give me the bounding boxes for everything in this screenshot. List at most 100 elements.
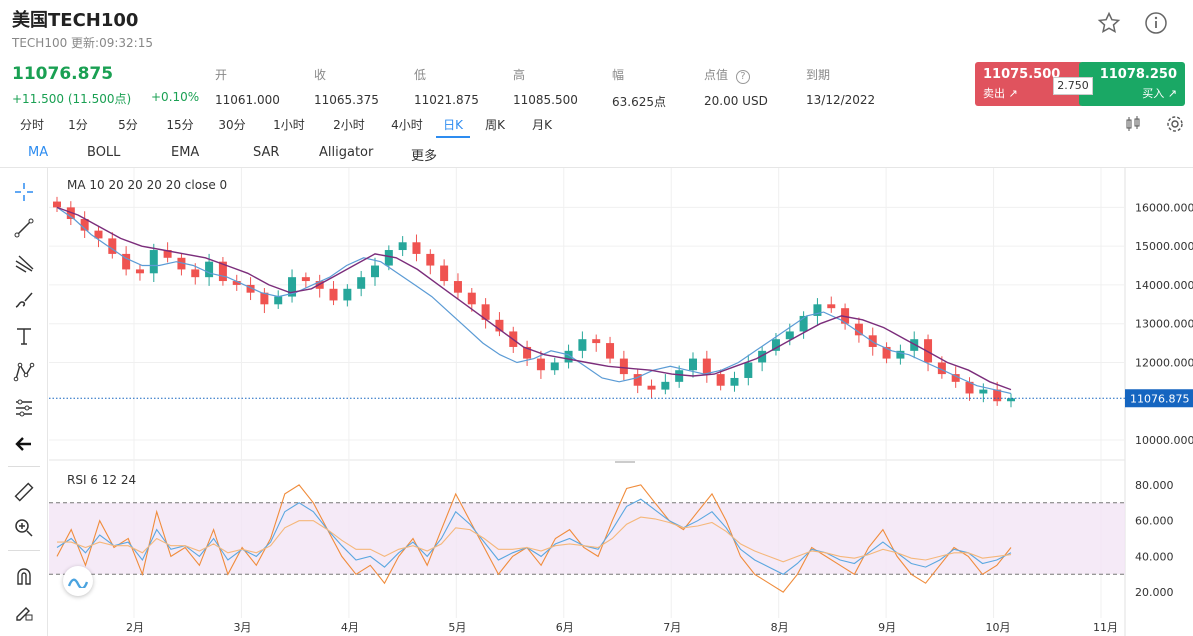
x-tick-label: 5月	[448, 621, 466, 634]
candle-body	[730, 377, 739, 386]
candle-body	[993, 389, 1002, 402]
help-icon[interactable]: ?	[735, 70, 750, 84]
ind-sar[interactable]: SAR	[253, 145, 280, 160]
rsi-tick-label: 80.000	[1135, 479, 1174, 492]
rsi-line-24	[57, 516, 1012, 563]
candle-body	[564, 350, 573, 363]
candle-body	[689, 358, 697, 371]
price-change: +11.500 (11.500点)	[12, 92, 132, 106]
brush-icon[interactable]	[10, 286, 38, 314]
stat-low: 低 11021.875	[414, 68, 479, 107]
rsi-tick-label: 40.000	[1135, 550, 1174, 563]
tf-4h[interactable]: 4小时	[391, 118, 423, 132]
candle-body	[205, 261, 214, 278]
candle-body	[965, 381, 974, 394]
sell-button[interactable]: 11075.500 卖出 ↗	[975, 62, 1083, 106]
magnet-icon[interactable]	[10, 562, 38, 590]
ind-boll[interactable]: BOLL	[87, 145, 121, 160]
candle-body	[218, 261, 227, 282]
y-tick-label: 13000.000	[1135, 318, 1193, 331]
candle-body	[301, 277, 310, 282]
tf-1w[interactable]: 周K	[485, 118, 505, 132]
trend-line-icon[interactable]	[10, 214, 38, 242]
candle-body	[896, 350, 905, 359]
candle-body	[744, 362, 753, 378]
ma-fast-line	[56, 206, 1012, 395]
candle-body	[550, 362, 559, 371]
crosshair-icon[interactable]	[10, 178, 38, 206]
tf-1m[interactable]: 1分	[68, 118, 88, 132]
star-icon[interactable]	[1096, 10, 1122, 36]
stat-close: 收 11065.375	[314, 68, 379, 107]
rsi-panel	[49, 461, 1125, 593]
fib-icon[interactable]	[10, 250, 38, 278]
y-tick-label: 14000.000	[1135, 279, 1193, 292]
text-icon[interactable]	[10, 322, 38, 350]
candle-body	[246, 284, 255, 293]
candle-body	[149, 250, 158, 274]
candle-body	[329, 288, 338, 301]
candle-body	[177, 257, 186, 270]
ruler-icon[interactable]	[10, 478, 38, 506]
x-tick-label: 8月	[771, 621, 789, 634]
tf-5m[interactable]: 5分	[118, 118, 138, 132]
rsi-line-12	[56, 498, 1012, 575]
buy-button[interactable]: 11078.250 买入 ↗	[1079, 62, 1185, 106]
indicator-bar: MA BOLL EMA SAR Alligator 更多	[12, 145, 437, 164]
current-price: 11076.875	[12, 64, 114, 84]
back-arrow-icon[interactable]	[10, 430, 38, 458]
measure-icon[interactable]	[10, 394, 38, 422]
candle-body	[799, 315, 808, 332]
settings-gear-icon[interactable]	[1162, 111, 1188, 137]
candle-body	[163, 250, 172, 258]
tf-1d[interactable]: 日K	[436, 116, 470, 138]
candle-body	[675, 370, 684, 382]
main-legend: MA 10 20 20 20 20 close 0	[67, 178, 228, 192]
zoom-icon[interactable]	[10, 514, 38, 542]
candle-body	[716, 374, 725, 386]
price-axis: 16000.000 15000.000 14000.000 13000.000 1200…	[1125, 201, 1193, 599]
x-tick-label: 6月	[556, 621, 574, 634]
tf-30m[interactable]: 30分	[218, 118, 246, 132]
candle-body	[619, 358, 628, 375]
ind-ma[interactable]: MA	[28, 145, 49, 160]
toolbar-divider	[8, 466, 40, 467]
candle-body	[481, 304, 490, 320]
ind-ema[interactable]: EMA	[171, 145, 200, 160]
tf-1mo[interactable]: 月K	[532, 118, 552, 132]
ind-alligator[interactable]: Alligator	[319, 145, 374, 160]
y-tick-label: 16000.000	[1135, 201, 1193, 214]
candle-body	[398, 242, 407, 251]
lock-draw-icon[interactable]	[10, 598, 38, 626]
candle-body	[578, 339, 587, 351]
brand-logo-icon[interactable]	[63, 566, 93, 596]
update-time: TECH100 更新:09:32:15	[12, 36, 153, 50]
candle-body	[232, 281, 241, 285]
info-icon[interactable]	[1143, 10, 1169, 36]
x-tick-label: 10月	[986, 621, 1011, 634]
drawing-toolbar	[0, 168, 48, 636]
candle-body	[924, 339, 933, 363]
tf-1h[interactable]: 1小时	[273, 118, 305, 132]
candle-body	[882, 346, 891, 359]
x-tick-label: 9月	[878, 621, 896, 634]
y-tick-label: 12000.000	[1135, 356, 1193, 369]
x-tick-label: 7月	[663, 621, 681, 634]
ind-more[interactable]: 更多	[411, 149, 438, 164]
candle-body	[785, 331, 794, 340]
candle-body	[647, 385, 656, 390]
time-axis: 2月 3月 4月 5月 6月 7月 8月 9月 10月 11月	[126, 621, 1118, 634]
pattern-icon[interactable]	[10, 358, 38, 386]
candle-body	[53, 201, 61, 208]
candle-body	[467, 292, 476, 305]
tf-2h[interactable]: 2小时	[333, 118, 365, 132]
candle-body	[633, 374, 642, 386]
price-chart[interactable]: 16000.000 15000.000 14000.000 13000.000 1200…	[49, 168, 1193, 636]
tf-tick[interactable]: 分时	[19, 118, 44, 132]
rsi-legend: RSI 6 12 24	[67, 473, 137, 487]
candle-body	[1007, 398, 1015, 402]
candle-body	[937, 362, 946, 375]
tf-15m[interactable]: 15分	[166, 118, 194, 132]
candle-body	[66, 207, 75, 220]
candle-type-icon[interactable]	[1120, 111, 1146, 137]
